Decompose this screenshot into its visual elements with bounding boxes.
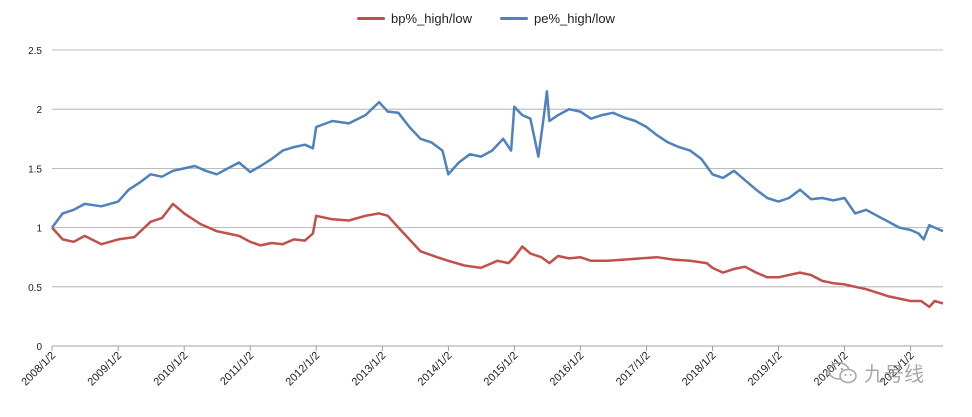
y-tick-label: 1.5 xyxy=(28,164,42,175)
legend: bp%_high/low pe%_high/low xyxy=(0,11,972,26)
x-tick-label: 2019/1/2 xyxy=(746,350,785,389)
watermark-text: 九号线 xyxy=(864,364,924,386)
legend-label-bp: bp%_high/low xyxy=(391,11,472,26)
wechat-icon xyxy=(828,361,857,383)
x-axis: 2008/1/2 2009/1/2 2010/1/2 2011/1/2 2012/1/2… xyxy=(19,346,917,389)
series-lines xyxy=(51,90,944,309)
x-tick-label: 2018/1/2 xyxy=(680,350,719,389)
x-tick-label: 2009/1/2 xyxy=(86,350,125,389)
x-tick-label: 2010/1/2 xyxy=(152,350,191,389)
x-tick-label: 2013/1/2 xyxy=(350,350,389,389)
x-tick-label: 2008/1/2 xyxy=(19,350,58,389)
watermark: 九号线 xyxy=(828,358,924,387)
series-line-bp xyxy=(51,202,944,309)
x-tick-label: 2012/1/2 xyxy=(284,350,323,389)
y-tick-label: 2.5 xyxy=(28,46,42,57)
y-tick-label: 2 xyxy=(36,105,42,116)
x-tick-label: 2016/1/2 xyxy=(548,350,587,389)
x-tick-label: 2017/1/2 xyxy=(614,350,653,389)
y-tick-label: 0.5 xyxy=(28,283,42,294)
x-tick-label: 2011/1/2 xyxy=(218,350,256,388)
legend-swatch-bp xyxy=(357,17,386,20)
y-tick-label: 0 xyxy=(36,342,42,353)
legend-label-pe: pe%_high/low xyxy=(534,11,615,26)
x-tick-label: 2014/1/2 xyxy=(416,350,455,389)
series-line-pe xyxy=(51,90,944,241)
gridlines xyxy=(52,49,943,347)
legend-item-bp: bp%_high/low xyxy=(357,11,472,26)
x-tick-label: 2015/1/2 xyxy=(482,350,521,389)
y-axis: 0 0.5 1 1.5 2 2.5 xyxy=(28,46,42,353)
legend-item-pe: pe%_high/low xyxy=(500,11,615,26)
y-tick-label: 1 xyxy=(36,224,42,235)
legend-swatch-pe xyxy=(500,17,528,20)
